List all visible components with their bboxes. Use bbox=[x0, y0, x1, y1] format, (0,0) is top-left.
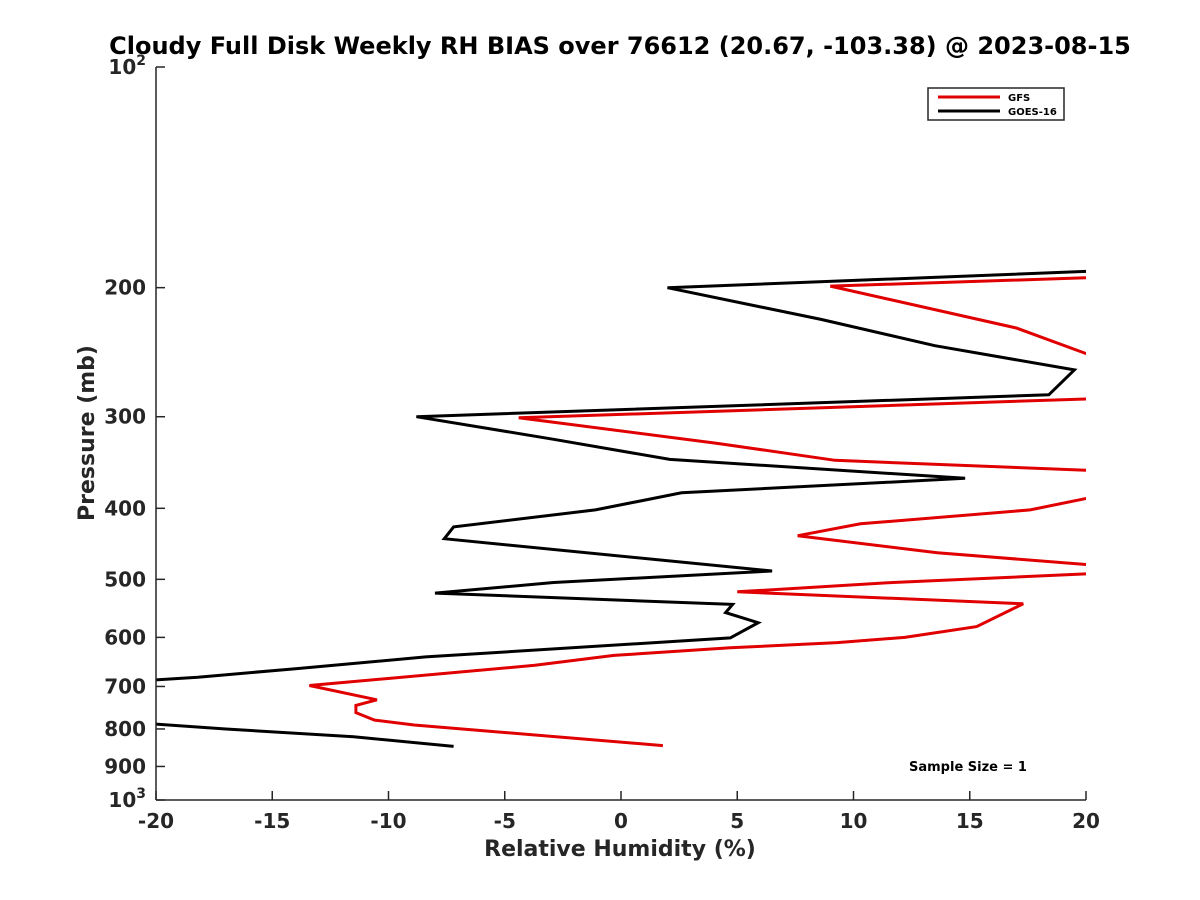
x-tick-label: 0 bbox=[614, 809, 628, 833]
y-tick-label: 700 bbox=[104, 674, 146, 698]
y-tick-label: 200 bbox=[104, 276, 146, 300]
legend-box bbox=[927, 87, 1065, 121]
series-line-gfs bbox=[309, 276, 1086, 748]
y-tick-label: 600 bbox=[104, 625, 146, 649]
series-layer bbox=[156, 269, 1086, 748]
x-tick-label: -5 bbox=[494, 809, 516, 833]
legend-label: GFS bbox=[1008, 93, 1030, 104]
y-tick-label: 500 bbox=[104, 567, 146, 591]
x-tick-label: 15 bbox=[956, 809, 984, 833]
y-tick-label: 103 bbox=[108, 786, 146, 812]
legend: GFS GOES-16 bbox=[927, 87, 1065, 121]
y-tick-label: 400 bbox=[104, 496, 146, 520]
y-tick-label: 900 bbox=[104, 754, 146, 778]
series-line-goes-16 bbox=[156, 269, 1086, 748]
plot-area bbox=[156, 67, 1086, 800]
x-tick-label: 20 bbox=[1072, 809, 1100, 833]
x-tick-label: 5 bbox=[730, 809, 744, 833]
x-axis-label: Relative Humidity (%) bbox=[484, 837, 756, 862]
legend-label: GOES-16 bbox=[1008, 107, 1057, 118]
y-axis-label: Pressure (mb) bbox=[75, 345, 100, 521]
axes-layer: -20 -15 -10 -5 0 5 10 15 20 102 200 300 400 500 600 700… bbox=[104, 53, 1100, 833]
x-tick-label: -20 bbox=[138, 809, 174, 833]
sample-size-note: Sample Size = 1 bbox=[909, 760, 1027, 775]
x-tick-label: -15 bbox=[254, 809, 290, 833]
y-tick-label: 300 bbox=[104, 405, 146, 429]
chart-title: Cloudy Full Disk Weekly RH BIAS over 766… bbox=[109, 32, 1131, 60]
y-tick-label: 800 bbox=[104, 717, 146, 741]
x-tick-label: 10 bbox=[840, 809, 868, 833]
y-tick-label: 102 bbox=[108, 53, 146, 79]
x-tick-label: -10 bbox=[370, 809, 406, 833]
